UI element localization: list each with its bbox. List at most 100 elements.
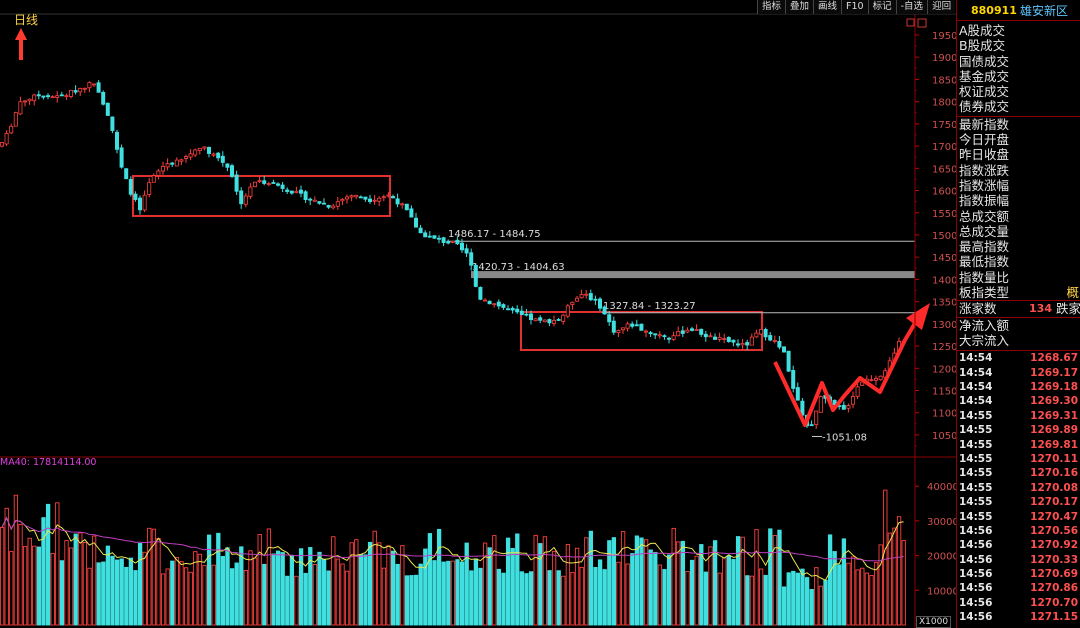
candle-body bbox=[726, 337, 731, 342]
candle-body bbox=[27, 98, 32, 102]
candle-body bbox=[234, 174, 239, 192]
volume-bar bbox=[565, 544, 571, 626]
volume-bar bbox=[791, 570, 796, 626]
volume-bar bbox=[27, 537, 32, 626]
tick-time: 14:56 bbox=[959, 611, 993, 624]
volume-bar bbox=[556, 570, 561, 626]
volume-bar bbox=[308, 547, 313, 626]
index-code: 880911 bbox=[971, 3, 1017, 17]
volume-bar bbox=[87, 567, 92, 626]
volume-bar bbox=[754, 529, 759, 626]
tick-time: 14:56 bbox=[959, 524, 993, 537]
candle-body bbox=[46, 95, 51, 98]
candle-body bbox=[708, 335, 713, 338]
volume-axis: 40000 30000 20000 10000 bbox=[915, 482, 956, 597]
volume-bar bbox=[519, 571, 525, 626]
volume-bar bbox=[147, 527, 152, 626]
volume-bar bbox=[418, 563, 423, 626]
price-tick-label: 1300 bbox=[932, 320, 956, 331]
candle-body bbox=[542, 319, 547, 323]
candle-body bbox=[354, 194, 359, 198]
tick-time: 14:55 bbox=[959, 409, 993, 422]
expand-icon bbox=[906, 18, 915, 27]
price-tick-label: 1100 bbox=[932, 409, 956, 420]
draw-line-button[interactable]: 画线 bbox=[813, 0, 842, 14]
candle-body bbox=[390, 196, 395, 199]
candle-body bbox=[832, 399, 837, 406]
overlay-button[interactable]: 叠加 bbox=[785, 0, 814, 14]
candle-body bbox=[611, 320, 616, 333]
tick-time: 14:55 bbox=[959, 496, 993, 509]
candle-body bbox=[78, 87, 83, 93]
volume-bar bbox=[492, 535, 497, 626]
candle-body bbox=[381, 196, 386, 199]
candle-body bbox=[634, 324, 639, 327]
field-index-change: 指数涨跌 bbox=[959, 162, 1010, 178]
return-button[interactable]: 迎回 bbox=[927, 0, 956, 14]
candle-body bbox=[598, 298, 603, 309]
volume-bar bbox=[528, 571, 534, 626]
volume-bar bbox=[699, 544, 704, 626]
tick-price: 1269.18 bbox=[1030, 381, 1078, 394]
candle-body bbox=[809, 424, 814, 427]
index-name[interactable]: 雄安新区 bbox=[1019, 3, 1068, 18]
tick-price: 1270.92 bbox=[1030, 539, 1078, 552]
tick-price: 1269.31 bbox=[1030, 409, 1078, 422]
volume-bars bbox=[0, 489, 906, 626]
price-tick-label: 1600 bbox=[932, 187, 956, 198]
tick-time: 14:55 bbox=[959, 438, 993, 451]
tick-row: 14:56 1270.70 bbox=[957, 596, 1080, 610]
trend-arrows bbox=[773, 303, 930, 427]
tick-time: 14:54 bbox=[959, 381, 993, 394]
volume-bar bbox=[869, 575, 874, 626]
volume-bar bbox=[694, 555, 699, 626]
volume-bar bbox=[708, 546, 713, 626]
volume-bar bbox=[653, 552, 658, 626]
volume-tick-label: 40000 bbox=[927, 482, 956, 493]
candle-body bbox=[423, 232, 428, 238]
volume-bar bbox=[262, 563, 267, 626]
volume-bar bbox=[795, 572, 801, 626]
volume-bar bbox=[4, 507, 9, 626]
volume-bar bbox=[68, 547, 74, 626]
price-tick-label: 1800 bbox=[932, 98, 956, 109]
volume-bar bbox=[611, 537, 617, 626]
field-low-index: 最低指数 bbox=[959, 254, 1010, 270]
price-chart-canvas[interactable]: 1950 1900 1850 1800 1750 1700 1650 1600 1550 1500… bbox=[0, 0, 956, 628]
candle-body bbox=[193, 149, 198, 156]
mark-button[interactable]: 标记 bbox=[867, 0, 896, 14]
candle-body bbox=[777, 340, 782, 348]
candle-body bbox=[740, 343, 745, 346]
f10-button[interactable]: F10 bbox=[841, 0, 868, 14]
volume-bar bbox=[630, 553, 635, 626]
remove-watchlist-button[interactable]: -自选 bbox=[895, 0, 928, 14]
volume-bar bbox=[671, 527, 676, 626]
candle-body bbox=[216, 152, 221, 159]
field-index-change-pct: 指数涨幅 bbox=[959, 177, 1010, 193]
volume-bar bbox=[579, 566, 584, 626]
tick-list[interactable]: 14:54 1268.67 14:54 1269.17 14:54 1269.18 14:5… bbox=[957, 351, 1080, 624]
volume-bar bbox=[584, 537, 589, 626]
zoom-indicator[interactable]: X1000 bbox=[916, 616, 952, 628]
volume-bar bbox=[404, 575, 410, 626]
period-label[interactable]: 日线 bbox=[14, 13, 39, 27]
volume-bar bbox=[726, 555, 732, 626]
candle-body bbox=[851, 396, 856, 405]
volume-bar bbox=[363, 554, 368, 626]
candle-body bbox=[427, 235, 432, 238]
candle-body bbox=[749, 336, 754, 346]
price-tick-label: 1650 bbox=[932, 164, 956, 175]
volume-bar bbox=[280, 552, 285, 626]
volume-bar bbox=[409, 575, 414, 626]
volume-bar bbox=[124, 566, 129, 626]
volume-bar bbox=[731, 559, 736, 626]
indicator-button[interactable]: 指标 bbox=[757, 0, 786, 14]
volume-bar bbox=[317, 551, 322, 626]
candle-body bbox=[326, 205, 331, 208]
price-tick-label: 1950 bbox=[932, 31, 956, 42]
tick-price: 1270.11 bbox=[1030, 452, 1078, 465]
candle-body bbox=[846, 405, 851, 409]
volume-bar bbox=[860, 567, 865, 626]
candle-body bbox=[64, 95, 69, 98]
price-tick-label: 1350 bbox=[932, 298, 956, 309]
